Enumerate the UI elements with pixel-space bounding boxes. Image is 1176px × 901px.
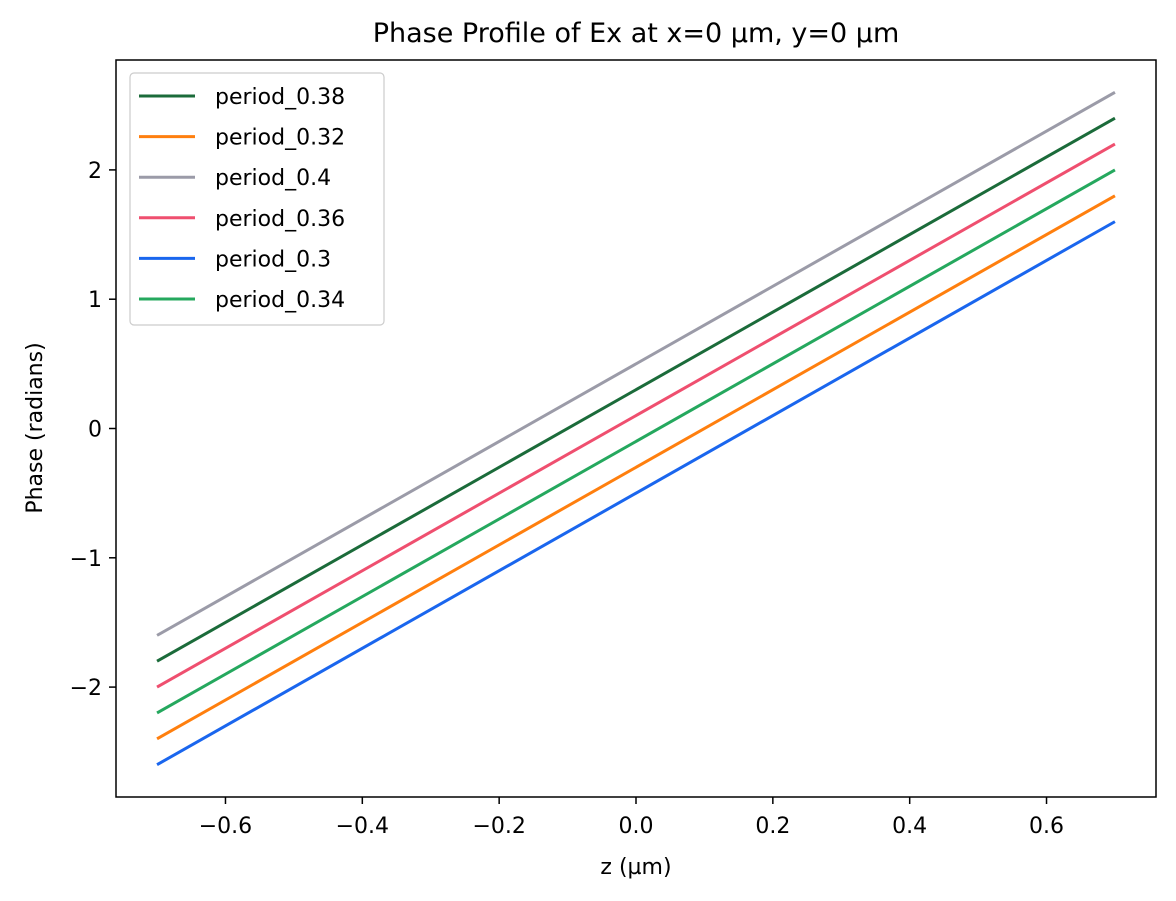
plot-area-frame bbox=[115, 59, 1157, 798]
x-tick-label: 0.2 bbox=[755, 814, 790, 839]
legend-label-period-0-3: period_0.3 bbox=[215, 247, 331, 272]
x-tick-label: −0.6 bbox=[199, 814, 252, 839]
x-tick-label: 0.4 bbox=[892, 814, 927, 839]
y-tick-label: 1 bbox=[88, 288, 102, 313]
legend-label-period-0-36: period_0.36 bbox=[215, 207, 345, 232]
series-line-period-0-32 bbox=[156, 194, 1116, 741]
x-tick-label: 0.6 bbox=[1029, 814, 1064, 839]
x-axis-ticks: −0.6 −0.4 −0.2 0.0 0.2 0.4 0.6 bbox=[199, 797, 1064, 839]
series-line-period-0-4 bbox=[156, 91, 1116, 637]
x-tick-label: −0.2 bbox=[472, 814, 525, 839]
y-tick-label: −2 bbox=[70, 676, 102, 701]
series-layer bbox=[156, 91, 1116, 766]
series-line-period-0-3 bbox=[156, 220, 1116, 766]
legend-label-period-0-32: period_0.32 bbox=[215, 126, 345, 151]
y-axis-label: Phase (radians) bbox=[23, 342, 48, 513]
chart-title: Phase Profile of Ex at x=0 µm, y=0 µm bbox=[373, 18, 900, 49]
legend-label-period-0-34: period_0.34 bbox=[215, 288, 345, 313]
x-tick-label: 0.0 bbox=[619, 814, 654, 839]
legend: period_0.38 period_0.32 period_0.4 period_0… bbox=[129, 72, 385, 326]
series-line-period-0-34 bbox=[156, 168, 1116, 715]
legend-label-period-0-4: period_0.4 bbox=[215, 166, 331, 191]
y-tick-label: 2 bbox=[88, 159, 102, 184]
series-line-period-0-38 bbox=[156, 116, 1116, 663]
series-line-period-0-36 bbox=[156, 142, 1116, 689]
y-axis-ticks: −2 −1 0 1 2 bbox=[70, 159, 116, 701]
x-axis-label: z (µm) bbox=[600, 855, 671, 880]
legend-label-period-0-38: period_0.38 bbox=[215, 85, 345, 110]
y-tick-label: 0 bbox=[88, 418, 102, 443]
x-tick-label: −0.4 bbox=[336, 814, 389, 839]
y-tick-label: −1 bbox=[70, 547, 102, 572]
